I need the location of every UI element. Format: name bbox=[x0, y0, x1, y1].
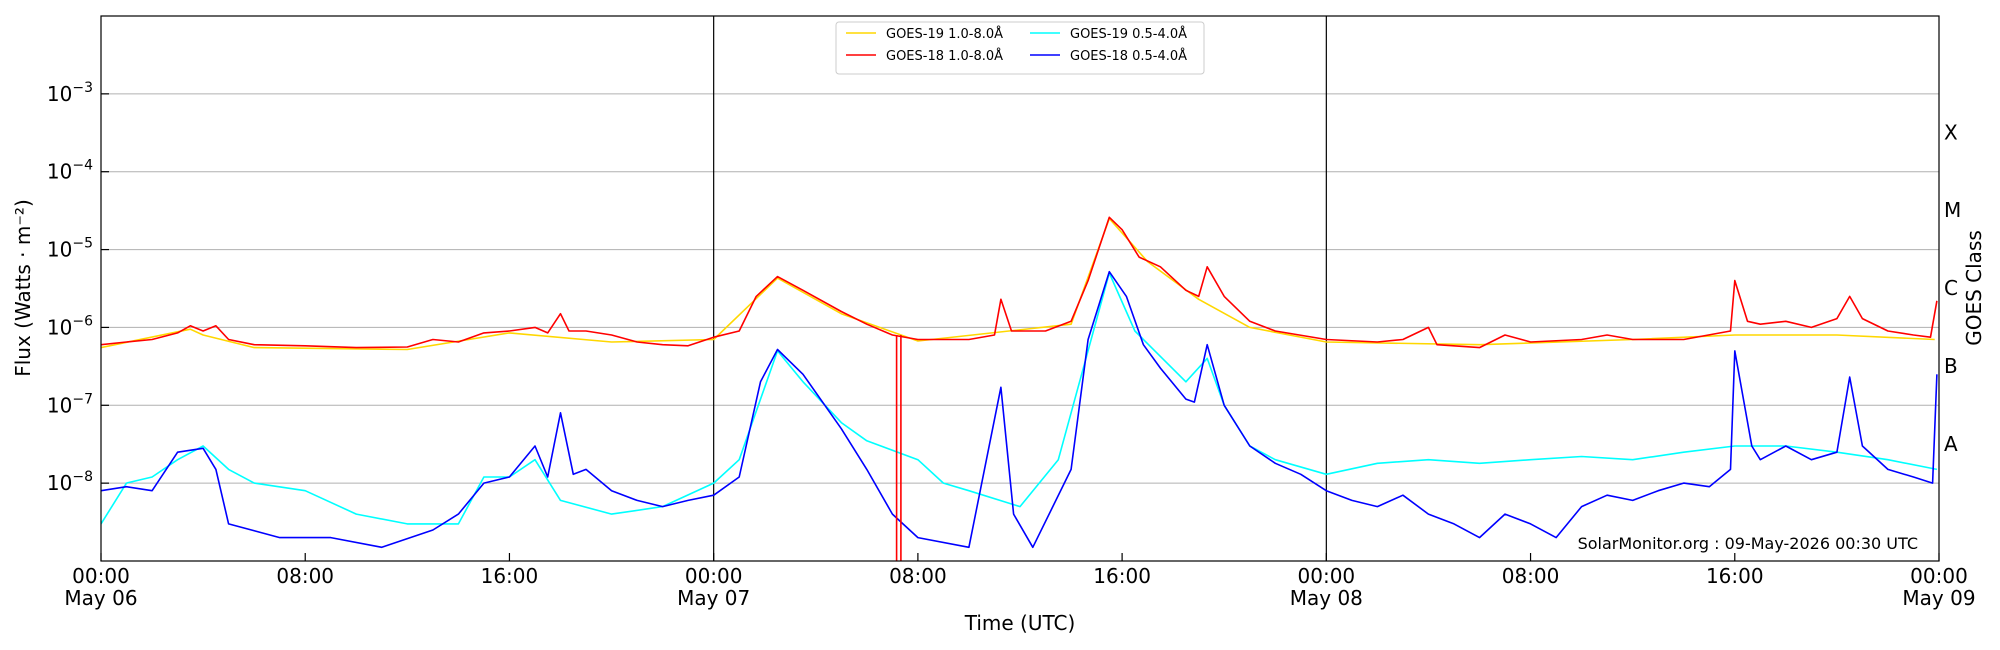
x-tick-label: 08:00 bbox=[276, 564, 334, 588]
x-tick-label: 00:00 bbox=[685, 564, 743, 588]
x-tick-label: 16:00 bbox=[481, 564, 539, 588]
y-axis-title: Flux (Watts · m⁻²) bbox=[11, 199, 35, 377]
x-axis-title: Time (UTC) bbox=[964, 611, 1076, 635]
series-line-2 bbox=[101, 272, 1938, 525]
gridlines bbox=[101, 93, 1939, 484]
x-tick-label: 08:00 bbox=[889, 564, 947, 588]
goes-class-C: C bbox=[1944, 276, 1958, 300]
x-tick-label: 00:00 bbox=[72, 564, 130, 588]
goes-class-labels: A B C M X bbox=[1944, 120, 1961, 455]
x-tick-label: 08:00 bbox=[1502, 564, 1560, 588]
x-tick-label: 16:00 bbox=[1706, 564, 1764, 588]
credit-text: SolarMonitor.org : 09-May-2026 00:30 UTC bbox=[1578, 534, 1918, 553]
y-tick-label: 10−7 bbox=[47, 391, 93, 417]
legend-label: GOES-18 1.0-8.0Å bbox=[886, 48, 1003, 64]
y-tick-label: 10−5 bbox=[47, 236, 93, 262]
legend-box bbox=[835, 21, 1205, 75]
y2-axis-title: GOES Class bbox=[1962, 230, 1986, 346]
y-tick-label: 10−3 bbox=[47, 80, 93, 106]
series-line-3 bbox=[101, 270, 1938, 549]
x-tick-label: 00:00 bbox=[1298, 564, 1356, 588]
x-tick-date-label: May 08 bbox=[1290, 586, 1363, 610]
goes-class-X: X bbox=[1944, 120, 1958, 144]
x-tick-date-label: May 09 bbox=[1902, 586, 1975, 610]
x-tick-label: 00:00 bbox=[1910, 564, 1968, 588]
series-line-1 bbox=[101, 216, 1938, 349]
y-tick-label: 10−8 bbox=[47, 469, 93, 495]
y-tick-label: 10−4 bbox=[47, 158, 93, 184]
legend: GOES-19 1.0-8.0Å GOES-18 1.0-8.0Å GOES-19 … bbox=[835, 21, 1205, 75]
goes-class-M: M bbox=[1944, 198, 1961, 222]
x-tick-date-label: May 06 bbox=[64, 586, 137, 610]
x-tick-label: 16:00 bbox=[1093, 564, 1151, 588]
goes-class-A: A bbox=[1944, 432, 1958, 456]
plot-frame bbox=[100, 15, 1940, 562]
x-tick-date-label: May 07 bbox=[677, 586, 750, 610]
day-separators bbox=[713, 16, 1327, 561]
y-axis-ticks: 10−8 10−7 10−6 10−5 10−4 10−3 bbox=[47, 80, 109, 495]
legend-label: GOES-18 0.5-4.0Å bbox=[1070, 48, 1187, 64]
legend-label: GOES-19 0.5-4.0Å bbox=[1070, 26, 1187, 42]
series-lines bbox=[101, 216, 1938, 561]
goes-class-B: B bbox=[1944, 354, 1958, 378]
y-tick-label: 10−6 bbox=[47, 313, 93, 339]
legend-label: GOES-19 1.0-8.0Å bbox=[886, 26, 1003, 42]
